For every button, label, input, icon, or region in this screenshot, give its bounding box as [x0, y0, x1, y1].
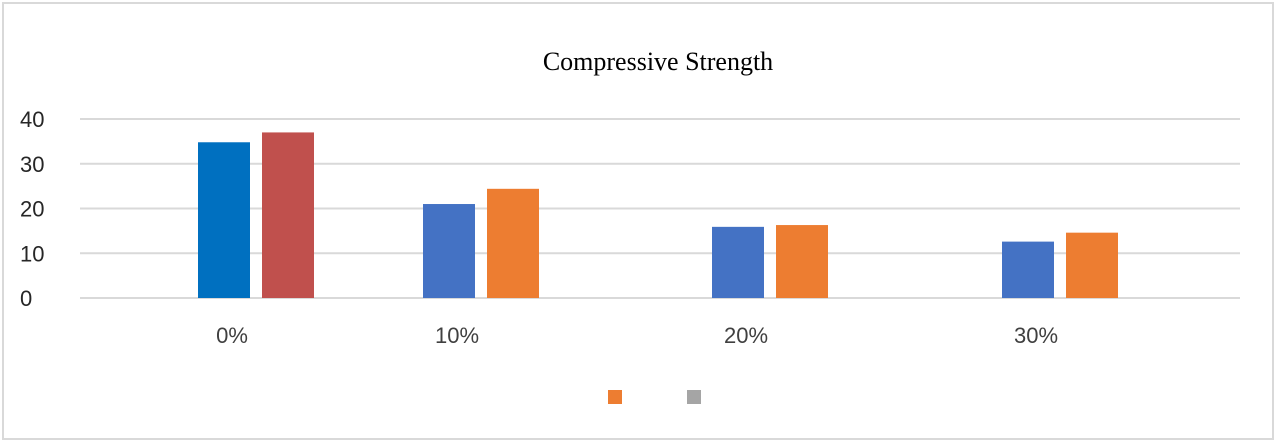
legend-swatch-1 — [608, 390, 622, 404]
y-tick-label-20: 20 — [20, 197, 44, 222]
bar-series1-20pct — [712, 226, 764, 298]
x-tick-label-10pct: 10% — [435, 323, 479, 348]
bar-series1-0pct — [198, 142, 250, 298]
y-axis-ticks: 0 10 20 30 40 — [20, 107, 44, 311]
bar-series2-0pct — [262, 132, 314, 298]
bar-series1-30pct — [1002, 241, 1054, 298]
x-tick-label-0pct: 0% — [216, 323, 248, 348]
bar-layer — [198, 132, 1118, 298]
y-tick-label-40: 40 — [20, 107, 44, 132]
y-tick-label-30: 30 — [20, 152, 44, 177]
bar-series2-30pct — [1066, 232, 1118, 298]
x-tick-label-30pct: 30% — [1014, 323, 1058, 348]
bar-series2-10pct — [487, 188, 539, 298]
x-axis-ticks: 0% 10% 20% 30% — [216, 323, 1058, 348]
bar-series1-10pct — [423, 204, 475, 298]
legend-swatch-2 — [687, 390, 701, 404]
y-tick-label-0: 0 — [20, 286, 32, 311]
x-tick-label-20pct: 20% — [724, 323, 768, 348]
legend — [608, 390, 701, 404]
y-tick-label-10: 10 — [20, 241, 44, 266]
chart-title: Compressive Strength — [543, 47, 773, 76]
bar-series2-20pct — [776, 225, 828, 298]
